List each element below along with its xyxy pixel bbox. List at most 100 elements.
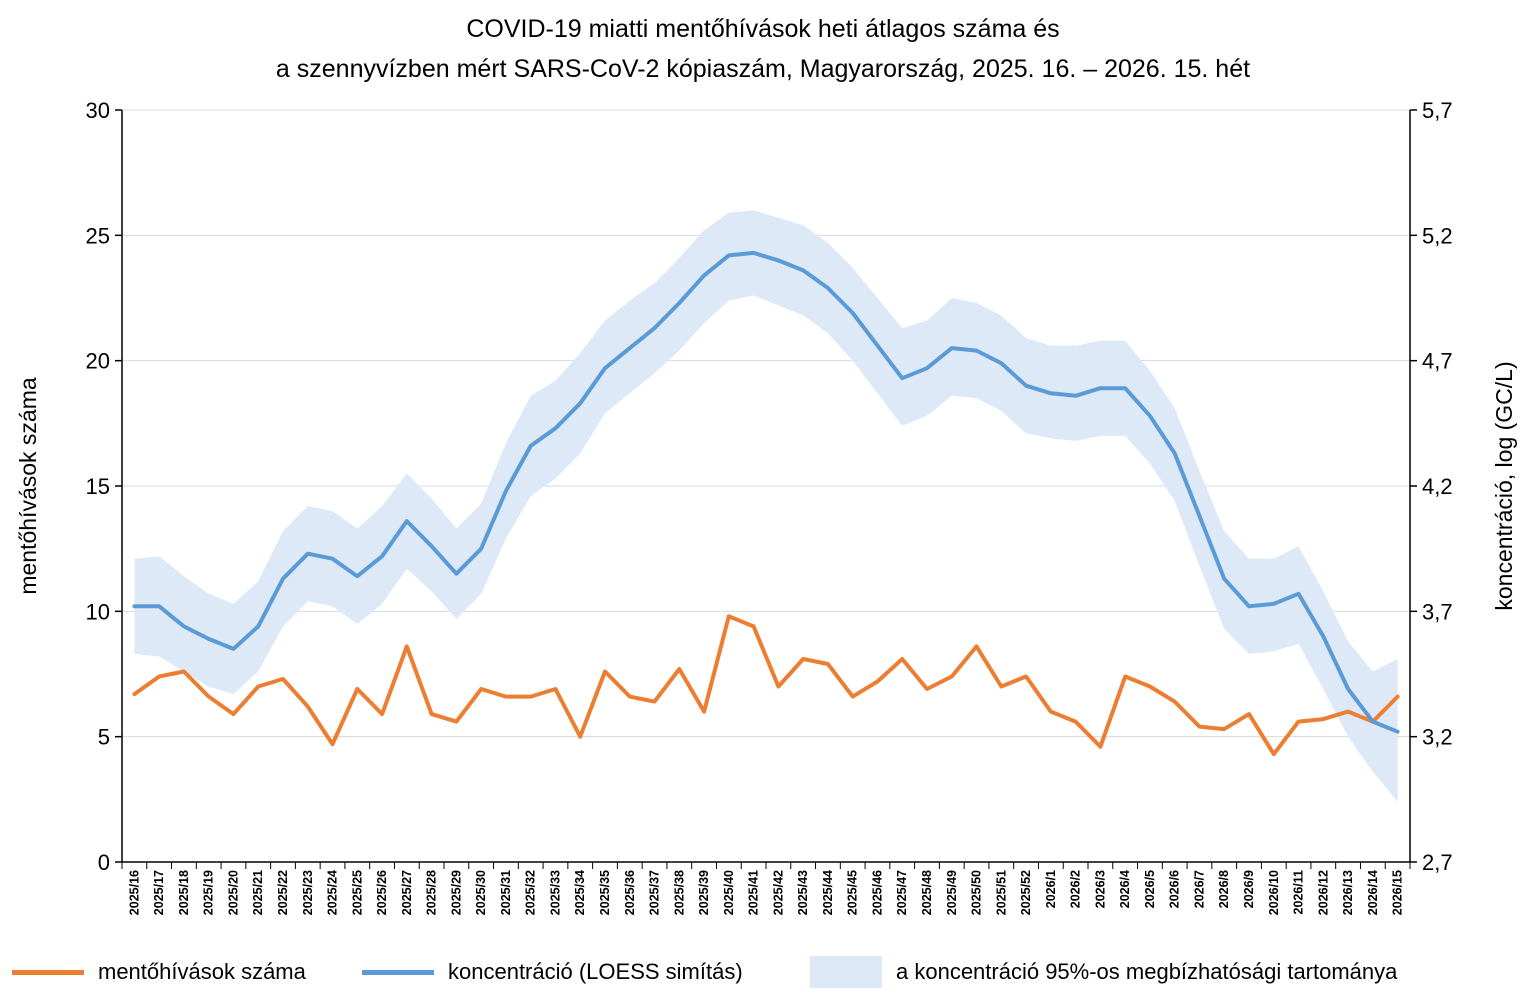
data-point-calls	[603, 669, 607, 674]
data-point-concentration	[652, 326, 657, 330]
data-point-concentration	[454, 572, 458, 576]
data-point-calls	[677, 667, 681, 671]
x-tick-label: 2025/28	[425, 870, 439, 915]
x-tick-label: 2025/39	[697, 870, 711, 915]
x-tick-label: 2025/29	[449, 870, 463, 915]
x-tick-label: 2025/51	[994, 870, 1008, 915]
data-point-concentration	[1247, 604, 1251, 608]
data-point-calls	[999, 684, 1003, 689]
x-tick-label: 2025/50	[970, 870, 984, 915]
data-point-concentration	[1024, 384, 1028, 388]
data-point-concentration	[1321, 634, 1325, 639]
data-point-concentration	[1346, 687, 1350, 691]
data-point-concentration	[1123, 386, 1127, 390]
data-point-calls	[529, 694, 533, 699]
data-point-concentration	[1197, 514, 1202, 518]
legend-label-confidence-band: a koncentráció 95%-os megbízhatósági tar…	[896, 959, 1398, 984]
data-point-calls	[330, 742, 335, 746]
data-point-calls	[1148, 684, 1152, 689]
data-point-calls	[281, 677, 285, 681]
data-point-concentration	[504, 489, 508, 493]
x-tick-label: 2025/35	[598, 870, 612, 915]
data-point-concentration	[207, 637, 211, 641]
x-tick-label: 2026/7	[1192, 870, 1206, 908]
data-point-concentration	[727, 253, 731, 257]
series-line-calls	[132, 614, 1400, 757]
plot-area: 0 5 10 15 20 25 30 2,7 3,2 3,7 4,2 4,7 5,2 5,7 2025/16…	[15, 98, 1517, 915]
y-tick-label: 5	[98, 725, 110, 750]
data-point-concentration	[578, 401, 582, 405]
x-tick-label: 2025/34	[573, 870, 587, 915]
data-point-calls	[231, 712, 236, 716]
x-tick-label: 2025/21	[251, 870, 265, 915]
data-point-concentration	[306, 552, 310, 556]
y2-tick-label: 4,2	[1422, 474, 1453, 499]
x-tick-label: 2025/20	[226, 870, 240, 915]
data-point-calls	[182, 669, 186, 674]
data-point-calls	[1074, 720, 1078, 724]
x-tick-label: 2026/4	[1118, 870, 1132, 908]
y-tick-label: 10	[86, 599, 110, 624]
y2-tick-label: 3,7	[1422, 599, 1453, 624]
x-tick-label: 2026/3	[1093, 870, 1107, 908]
data-point-calls	[479, 687, 483, 691]
data-point-concentration	[1222, 577, 1226, 581]
legend: mentőhívások száma koncentráció (LOESS s…	[0, 952, 1526, 992]
chart-title: COVID-19 miatti mentőhívások heti átlago…	[466, 15, 1060, 43]
data-point-concentration	[875, 344, 880, 348]
x-tick-label: 2026/10	[1267, 870, 1281, 915]
legend-item-calls: mentőhívások száma	[12, 952, 306, 992]
x-tick-label: 2025/30	[474, 870, 488, 915]
data-point-concentration	[974, 349, 979, 353]
data-point-concentration	[925, 366, 929, 370]
x-tick-label: 2025/41	[747, 870, 761, 915]
x-tick-label: 2025/43	[796, 870, 810, 915]
data-point-concentration	[752, 251, 756, 255]
x-tick-label: 2025/52	[1019, 870, 1033, 915]
data-point-concentration	[1296, 592, 1301, 596]
series-line-concentration	[132, 250, 1400, 734]
data-point-calls	[1247, 712, 1251, 716]
x-tick-label: 2026/9	[1242, 870, 1256, 908]
x-tick-label: 2026/8	[1217, 870, 1231, 908]
y2-tick-label: 3,2	[1422, 725, 1453, 750]
data-point-concentration	[677, 301, 681, 305]
data-point-concentration	[281, 577, 285, 581]
x-tick-label: 2025/47	[895, 870, 909, 915]
data-point-calls	[801, 657, 805, 661]
data-point-concentration	[380, 554, 384, 558]
data-point-calls	[355, 687, 359, 691]
x-tick-label: 2025/17	[152, 870, 166, 915]
data-point-calls	[776, 684, 780, 689]
data-point-calls	[1321, 717, 1325, 721]
x-tick-label: 2025/25	[350, 870, 364, 915]
x-tick-label: 2026/6	[1168, 870, 1182, 908]
data-point-concentration	[157, 604, 161, 608]
x-tick-label: 2025/31	[499, 870, 513, 915]
x-tick-label: 2025/45	[846, 870, 860, 915]
data-point-calls	[1296, 720, 1301, 724]
x-tick-label: 2025/33	[548, 870, 562, 915]
data-point-calls	[157, 674, 161, 679]
x-tick-label: 2025/40	[722, 870, 736, 915]
x-tick-label: 2025/19	[202, 870, 216, 915]
data-point-concentration	[355, 574, 359, 578]
y-tick-label: 30	[86, 98, 110, 123]
data-point-calls	[974, 644, 979, 649]
y2-tick-label: 5,2	[1422, 223, 1453, 248]
data-point-concentration	[851, 311, 855, 315]
data-point-concentration	[1272, 602, 1276, 606]
data-point-calls	[1123, 674, 1127, 679]
x-tick-label: 2025/26	[375, 870, 389, 915]
x-tick-label: 2025/32	[524, 870, 538, 915]
data-point-calls	[207, 694, 211, 699]
data-point-concentration	[1396, 730, 1400, 734]
data-point-concentration	[479, 547, 483, 551]
data-point-calls	[652, 699, 657, 704]
data-point-concentration	[430, 544, 434, 548]
x-tick-label: 2026/13	[1341, 870, 1355, 915]
data-point-calls	[553, 687, 558, 691]
data-point-calls	[1098, 745, 1102, 749]
data-point-calls	[1272, 752, 1276, 756]
